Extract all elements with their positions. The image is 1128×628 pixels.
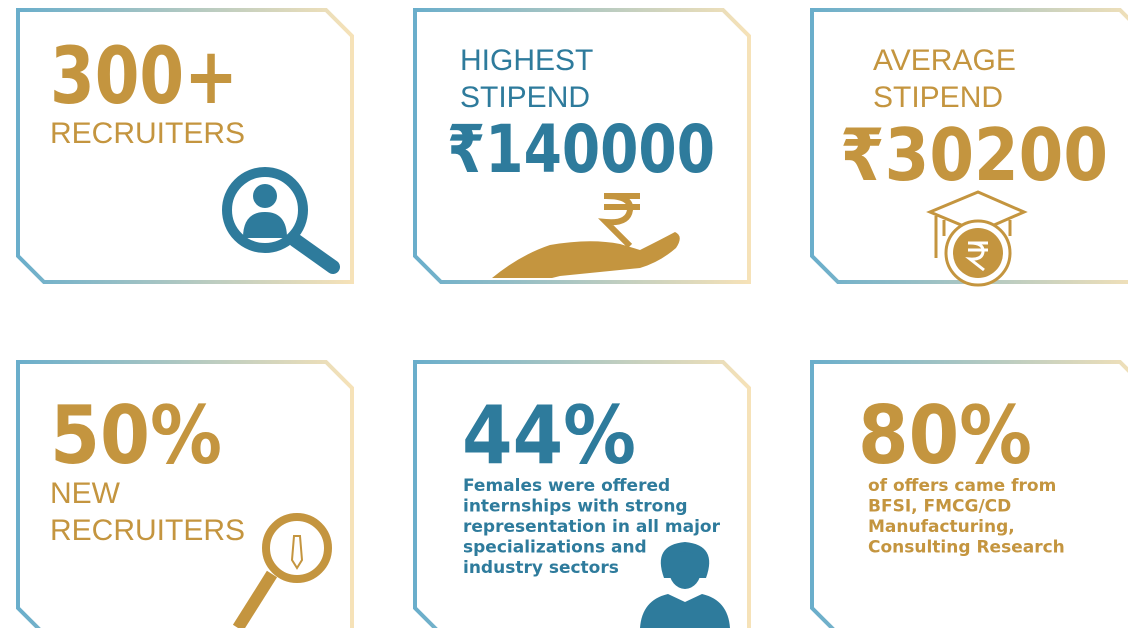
- card-text: Manufacturing,: [868, 517, 1015, 537]
- woman-icon: [640, 542, 730, 628]
- card-headline: 44%: [462, 389, 636, 482]
- card-text: Consulting Research: [868, 538, 1065, 558]
- card-heading: STIPEND: [460, 81, 590, 114]
- search-person-icon: [222, 167, 340, 274]
- cap-coin-icon: [926, 190, 1028, 287]
- card-text: specializations and: [463, 538, 647, 558]
- card-text: NEW: [50, 477, 121, 510]
- card-frame: [16, 360, 354, 628]
- card-text: internships with strong: [463, 497, 688, 517]
- card-headline: 300+: [50, 32, 238, 122]
- card-frame: [810, 360, 1128, 628]
- card-text: BFSI, FMCG/CD: [868, 497, 1011, 517]
- card-headline: 50%: [50, 389, 222, 482]
- card-frame: [16, 8, 354, 284]
- card-headline: ₹30200: [840, 113, 1108, 197]
- hand-rupee-icon: [492, 193, 680, 278]
- card-text: RECRUITERS: [50, 514, 245, 547]
- card-frame: [413, 360, 751, 628]
- card-text: of offers came from: [868, 476, 1056, 496]
- search-tie-icon: [232, 513, 332, 628]
- card-text: industry sectors: [463, 558, 619, 578]
- card-headline: ₹140000: [447, 111, 715, 188]
- card-frame: [810, 8, 1128, 284]
- card-frames: [16, 8, 1128, 628]
- card-headline: 80%: [858, 389, 1032, 482]
- card-heading: STIPEND: [873, 81, 1003, 114]
- card-text: RECRUITERS: [50, 117, 245, 150]
- card-heading: AVERAGE: [873, 44, 1016, 77]
- card-text: Females were offered: [463, 476, 670, 496]
- card-frame: [413, 8, 751, 284]
- card-heading: HIGHEST: [460, 44, 593, 77]
- card-text: representation in all major: [463, 517, 721, 537]
